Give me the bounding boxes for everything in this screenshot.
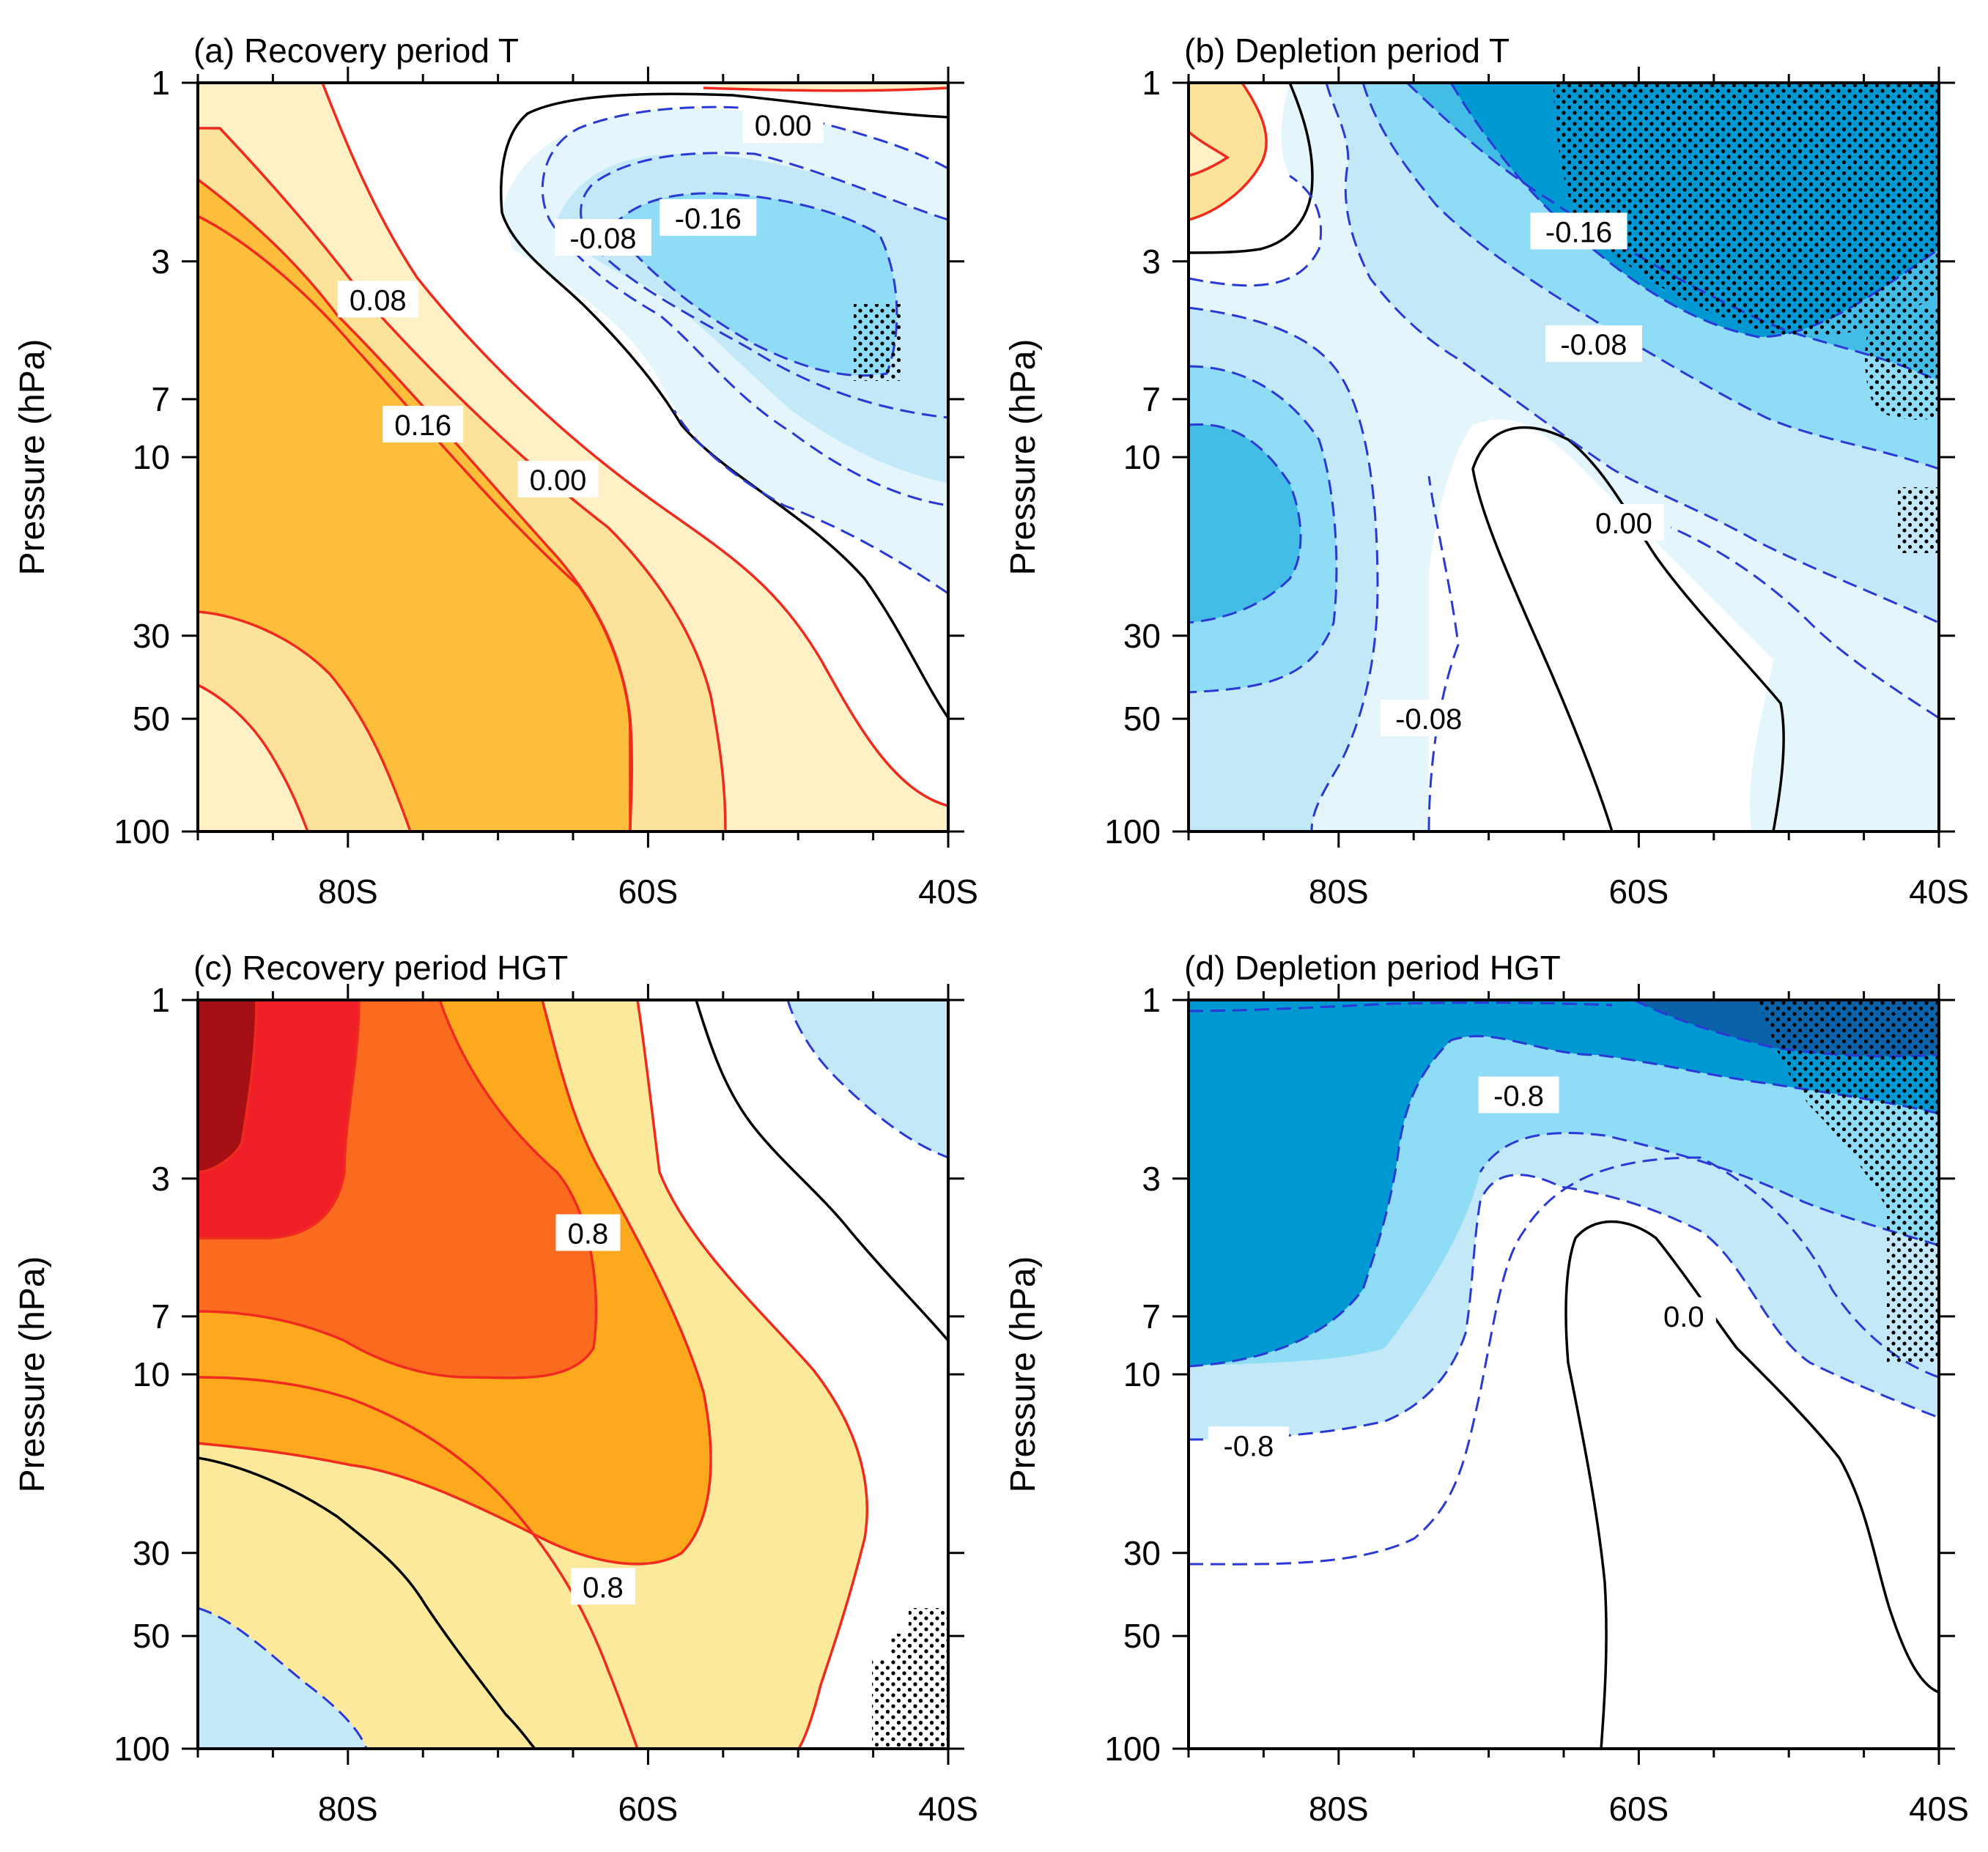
contour-label: -0.08 [569,223,636,255]
contour-label: -0.08 [1560,329,1627,361]
panel-d-title: (d) Depletion period HGT [1184,949,1561,987]
panel-c-contours [198,1000,948,1749]
x-tick-label: 40S [1909,873,1969,911]
contour-label: -0.8 [1223,1430,1274,1462]
y-tick-label: 30 [1123,1534,1161,1572]
contour-label-box [517,461,599,498]
y-axis-label: Pressure (hPa) [13,1256,52,1493]
panel-b-significance [1553,83,1939,337]
y-tick-label: 1 [151,64,170,102]
y-tick-label: 1 [151,981,170,1019]
x-tick-label: 60S [618,1790,678,1828]
y-tick-label: 10 [133,1355,170,1393]
contour-label: 0.0 [1663,1301,1704,1333]
y-tick-label: 100 [114,1730,170,1768]
y-tick-label: 100 [1104,1730,1161,1768]
y-axis-label: Pressure (hPa) [1004,1256,1043,1493]
contour-label-box [1478,1076,1559,1114]
contour-label: 0.08 [350,284,407,316]
panel-c-warm-fill-5 [198,1000,256,1172]
axes-overlay: (a) Recovery period T 1 3 7 10 30 50 100 Pressur… [13,32,1969,1828]
contour-label-box [555,1214,621,1251]
contour-label-box [1208,1426,1289,1464]
contour-label: -0.16 [1545,216,1612,248]
y-tick-label: 7 [151,380,170,418]
contour-label: 0.00 [530,464,587,497]
x-tick-label: 80S [318,873,378,911]
panel-b-depletion-temperature [1187,81,1940,833]
panel-d-depletion-hgt [1187,999,1940,1750]
x-tick-label: 40S [1909,1790,1969,1828]
panel-b-title: (b) Depletion period T [1184,32,1510,70]
y-tick-label: 10 [133,438,170,476]
x-tick-label: 60S [1608,873,1669,911]
panel-a-title: (a) Recovery period T [193,32,519,70]
x-tick-label: 40S [918,873,978,911]
x-tick-label: 60S [1608,1790,1669,1828]
x-tick-label: 80S [318,1790,378,1828]
panel-a-recovery-temperature [196,81,950,833]
y-axis-label: Pressure (hPa) [13,339,52,576]
panel-a-significance [854,304,901,381]
contour-label: -0.16 [675,203,742,235]
y-tick-label: 10 [1123,438,1161,476]
panel-c-recovery-hgt [196,999,950,1750]
x-tick-label: 60S [618,873,678,911]
contour-label-box [659,199,757,236]
panel-d-cool-fill-3 [1189,1000,1939,1366]
panel-a-cool-fill-3 [612,193,897,376]
panel-d-significance [1759,1000,1939,1231]
y-tick-label: 1 [1142,981,1161,1019]
contour-label-box [1583,503,1664,541]
y-tick-label: 50 [1123,1617,1161,1655]
x-tick-label: 40S [918,1790,978,1828]
contour-label-box [1380,700,1477,737]
y-tick-label: 7 [151,1297,170,1336]
contour-label-box [570,1568,635,1605]
contour-label: 0.8 [568,1218,609,1250]
contour-label-box [1530,212,1627,250]
x-tick-label: 80S [1309,873,1369,911]
y-tick-label: 10 [1123,1355,1161,1393]
contour-label: 0.00 [755,110,812,142]
contour-label: -0.08 [1395,703,1462,736]
panel-c-fills [198,1000,948,1749]
y-tick-label: 7 [1142,1297,1161,1336]
panel-c-cool-fill-2 [198,1608,366,1749]
panel-c-title: (c) Recovery period HGT [193,949,568,987]
y-tick-label: 3 [151,242,170,281]
y-tick-label: 30 [1123,617,1161,655]
y-tick-label: 100 [1104,812,1161,851]
contour-label-box [1545,325,1642,363]
panel-b-contours [1189,83,1939,831]
contour-label: 0.8 [583,1571,624,1604]
x-tick-label: 80S [1309,1790,1369,1828]
y-tick-label: 50 [1123,700,1161,738]
contour-label-box [742,106,824,144]
y-tick-label: 100 [114,812,170,851]
panel-d-contours [1189,1000,1939,1749]
y-tick-label: 7 [1142,380,1161,418]
y-tick-label: 30 [133,1534,170,1572]
contour-label: 0.16 [394,410,451,442]
contour-label: -0.8 [1493,1080,1544,1112]
panel-c-cool-fill-1 [788,1000,948,1158]
contour-label-box [337,281,418,318]
contour-label-box [383,405,464,442]
y-tick-label: 3 [1142,242,1161,281]
y-tick-label: 50 [133,700,170,738]
y-tick-label: 1 [1142,64,1161,102]
contour-label-box [1651,1297,1716,1334]
contour-label-box [554,219,651,256]
y-tick-label: 50 [133,1617,170,1655]
y-tick-label: 3 [151,1160,170,1198]
y-tick-label: 30 [133,617,170,655]
contour-label: 0.00 [1595,508,1652,540]
panel-d-fills [1189,1000,1939,1749]
panel-a-fills [198,83,948,831]
y-axis-label: Pressure (hPa) [1004,339,1043,576]
y-tick-label: 3 [1142,1160,1161,1198]
